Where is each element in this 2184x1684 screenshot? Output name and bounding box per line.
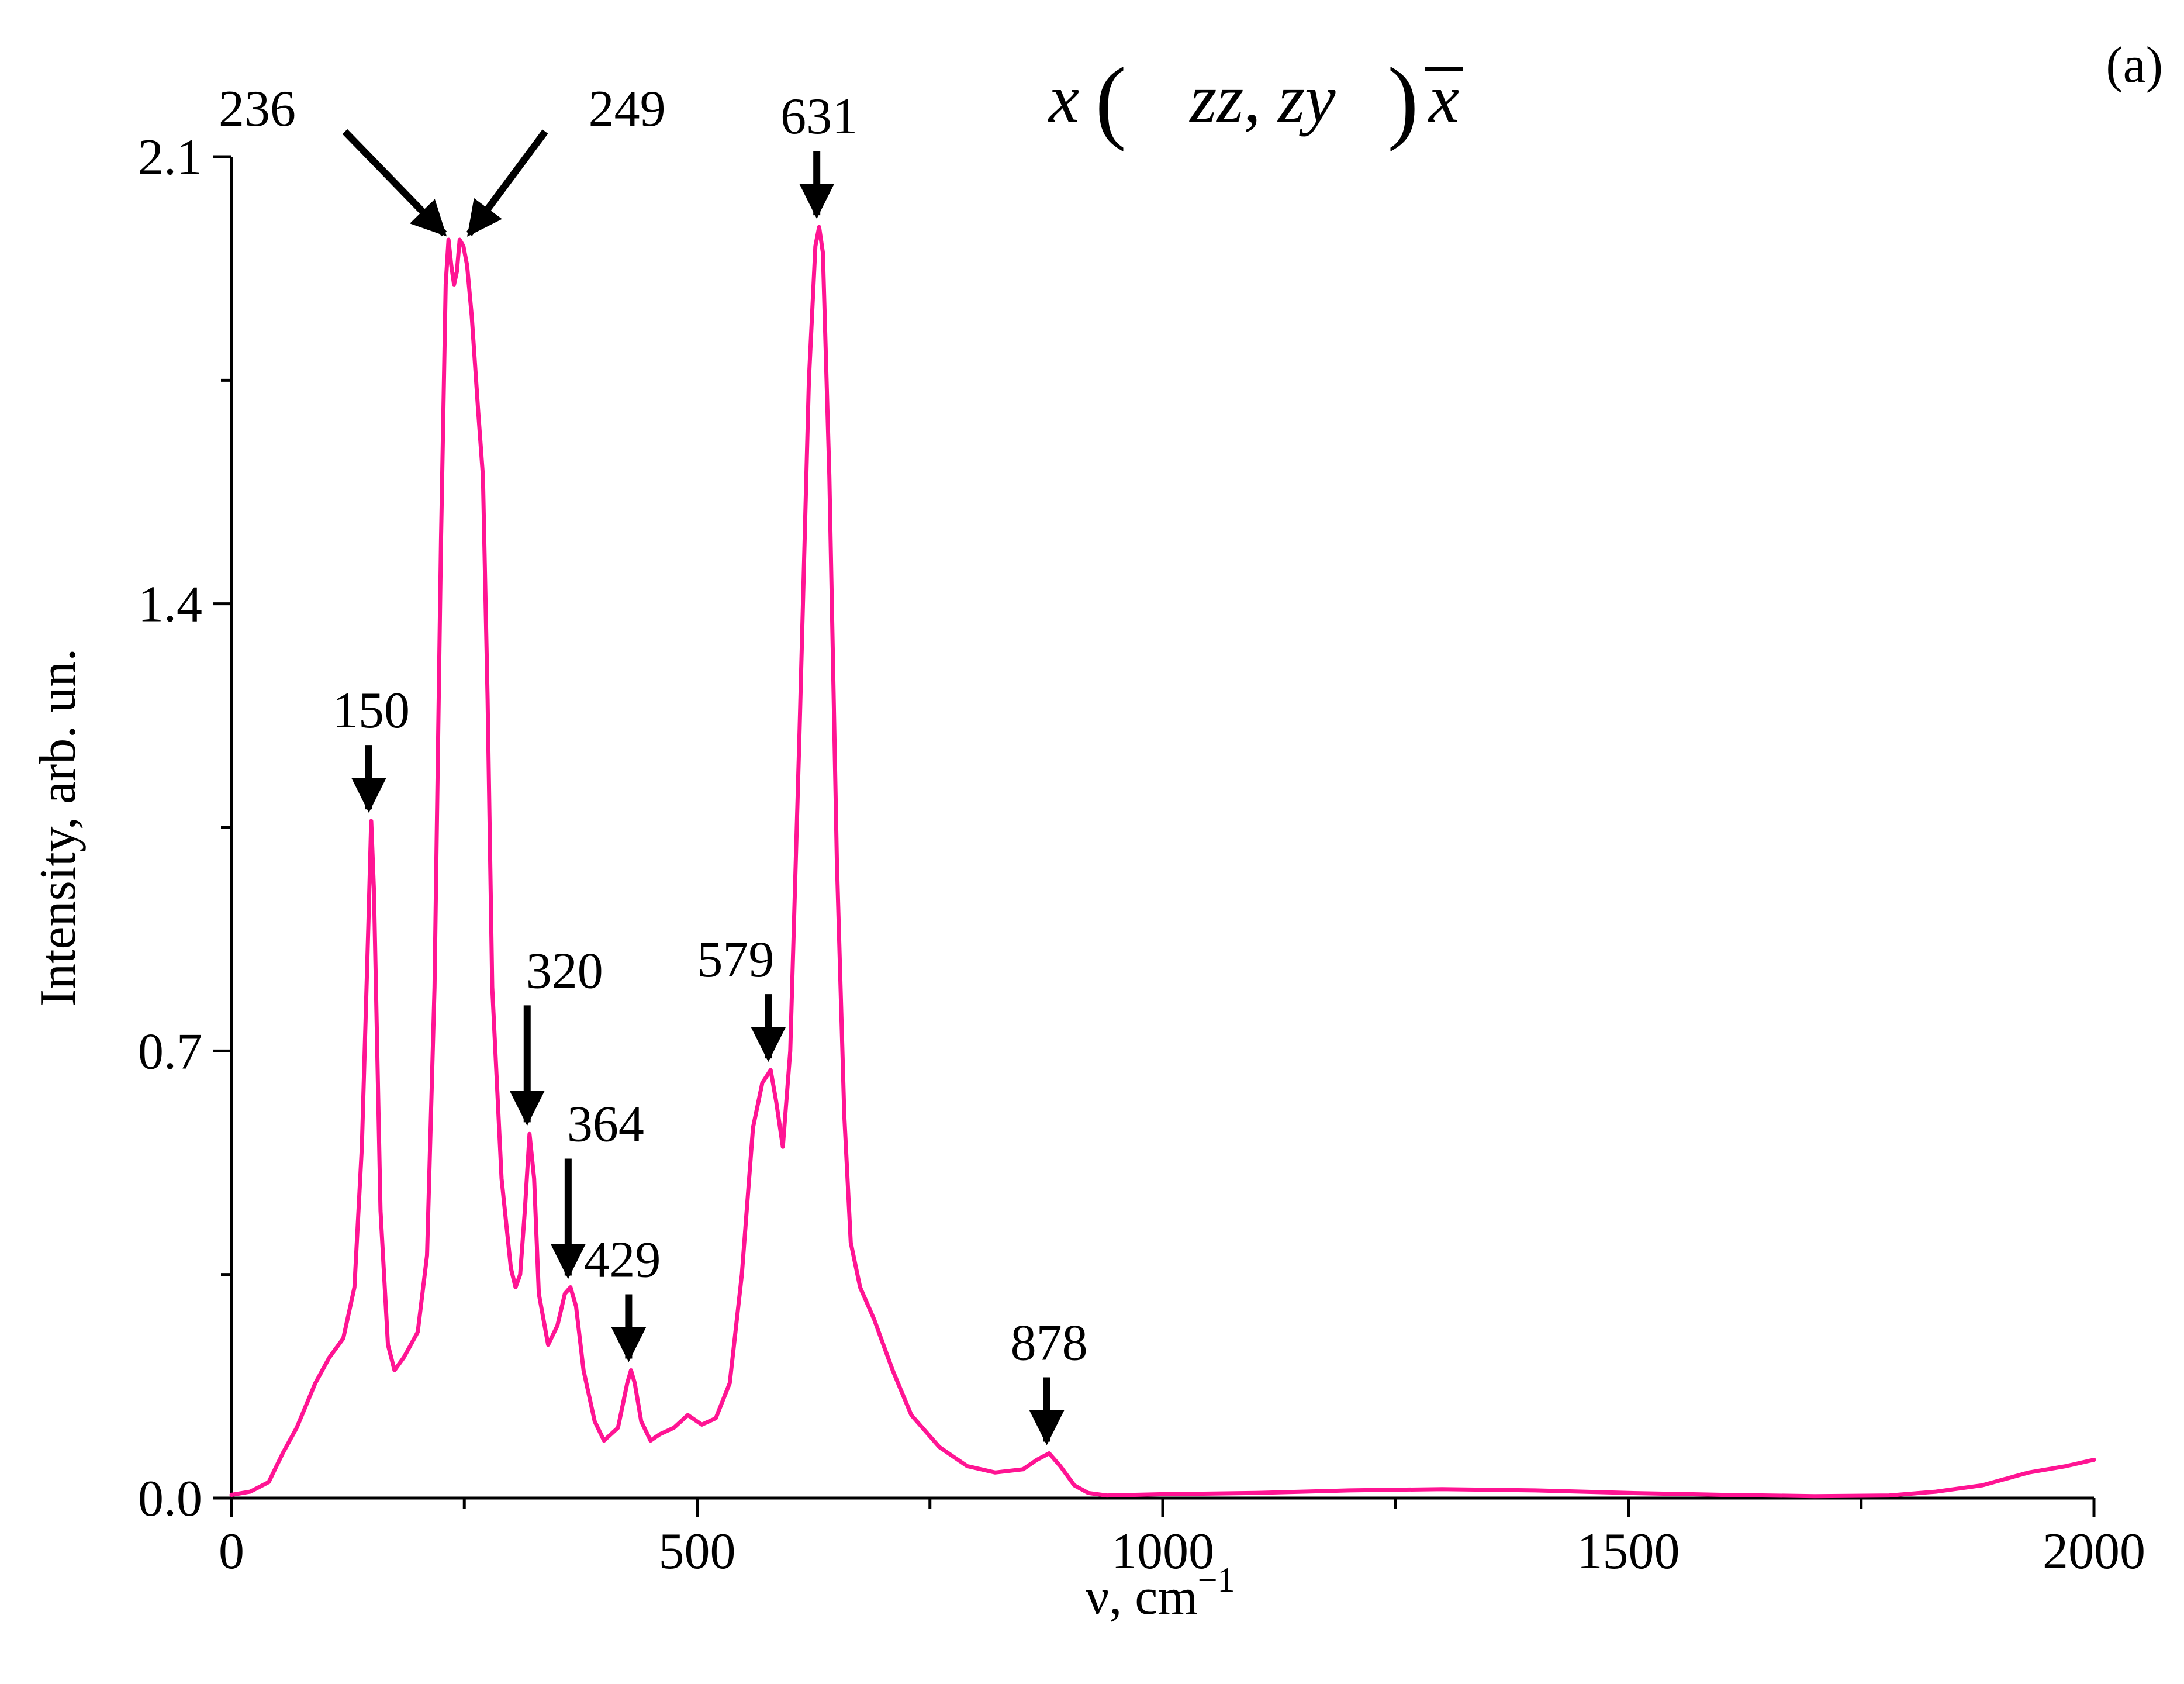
title-mid: zz, zy (1188, 60, 1336, 137)
annotation-label: 249 (589, 81, 666, 137)
x-tick-label: 0 (219, 1523, 244, 1580)
x-axis-title: ν, cm−1 (1086, 1561, 1235, 1626)
title-open-paren: ( (1095, 48, 1126, 152)
peak-annotation-236: 236 (219, 81, 447, 237)
peak-annotation-150: 150 (333, 682, 410, 813)
y-tick-label: 0.0 (138, 1471, 202, 1527)
y-ticks: 0.0 0.7 1.4 2.1 (138, 129, 231, 1527)
peak-annotation-429: 429 (583, 1232, 661, 1362)
peak-annotation-878: 878 (1011, 1315, 1088, 1445)
annotation-label: 631 (780, 88, 858, 145)
axes (230, 157, 2094, 1500)
annotation-label: 878 (1011, 1315, 1088, 1372)
y-tick-label: 0.7 (138, 1023, 202, 1080)
annotation-arrow (342, 129, 447, 237)
svg-text:ν, cm−1: ν, cm−1 (1086, 1561, 1235, 1626)
peak-annotation-320: 320 (509, 943, 603, 1126)
peak-annotation-579: 579 (697, 931, 786, 1062)
x-tick-label: 2000 (2043, 1523, 2145, 1580)
chart-title: x ( zz, zy ) x (1048, 48, 1463, 152)
y-tick-label: 1.4 (138, 577, 202, 633)
peak-annotation-631: 631 (780, 88, 858, 219)
series-line (229, 225, 2096, 1499)
annotation-label: 150 (333, 682, 410, 739)
annotation-label: 364 (567, 1096, 644, 1153)
annotation-arrow (466, 129, 548, 237)
title-close-paren: ) (1387, 48, 1418, 152)
y-axis-title: Intensity, arb. un. (30, 648, 87, 1007)
x-tick-label: 500 (659, 1523, 736, 1580)
annotation-label: 579 (697, 931, 774, 988)
title-pre: x (1048, 60, 1079, 137)
x-tick-label: 1000 (1111, 1523, 1214, 1580)
x-ticks: 0 500 1000 1500 2000 (219, 1498, 2145, 1580)
y-tick-label: 2.1 (138, 129, 202, 186)
annotation-label: 429 (583, 1232, 661, 1289)
annotation-label: 320 (526, 943, 603, 999)
annotation-label: 236 (219, 81, 296, 137)
x-axis-title-text: ν, cm (1086, 1569, 1197, 1626)
panel-label: (a) (2106, 37, 2163, 94)
x-axis-title-superscript: −1 (1198, 1561, 1235, 1599)
x-tick-label: 1500 (1577, 1523, 1680, 1580)
peak-annotation-249: 249 (466, 81, 666, 237)
peak-annotations: 150 236 249 320 364 429 579 631 878 (219, 81, 1088, 1445)
peak-annotation-364: 364 (550, 1096, 644, 1279)
title-post-xbar: x (1428, 60, 1459, 137)
